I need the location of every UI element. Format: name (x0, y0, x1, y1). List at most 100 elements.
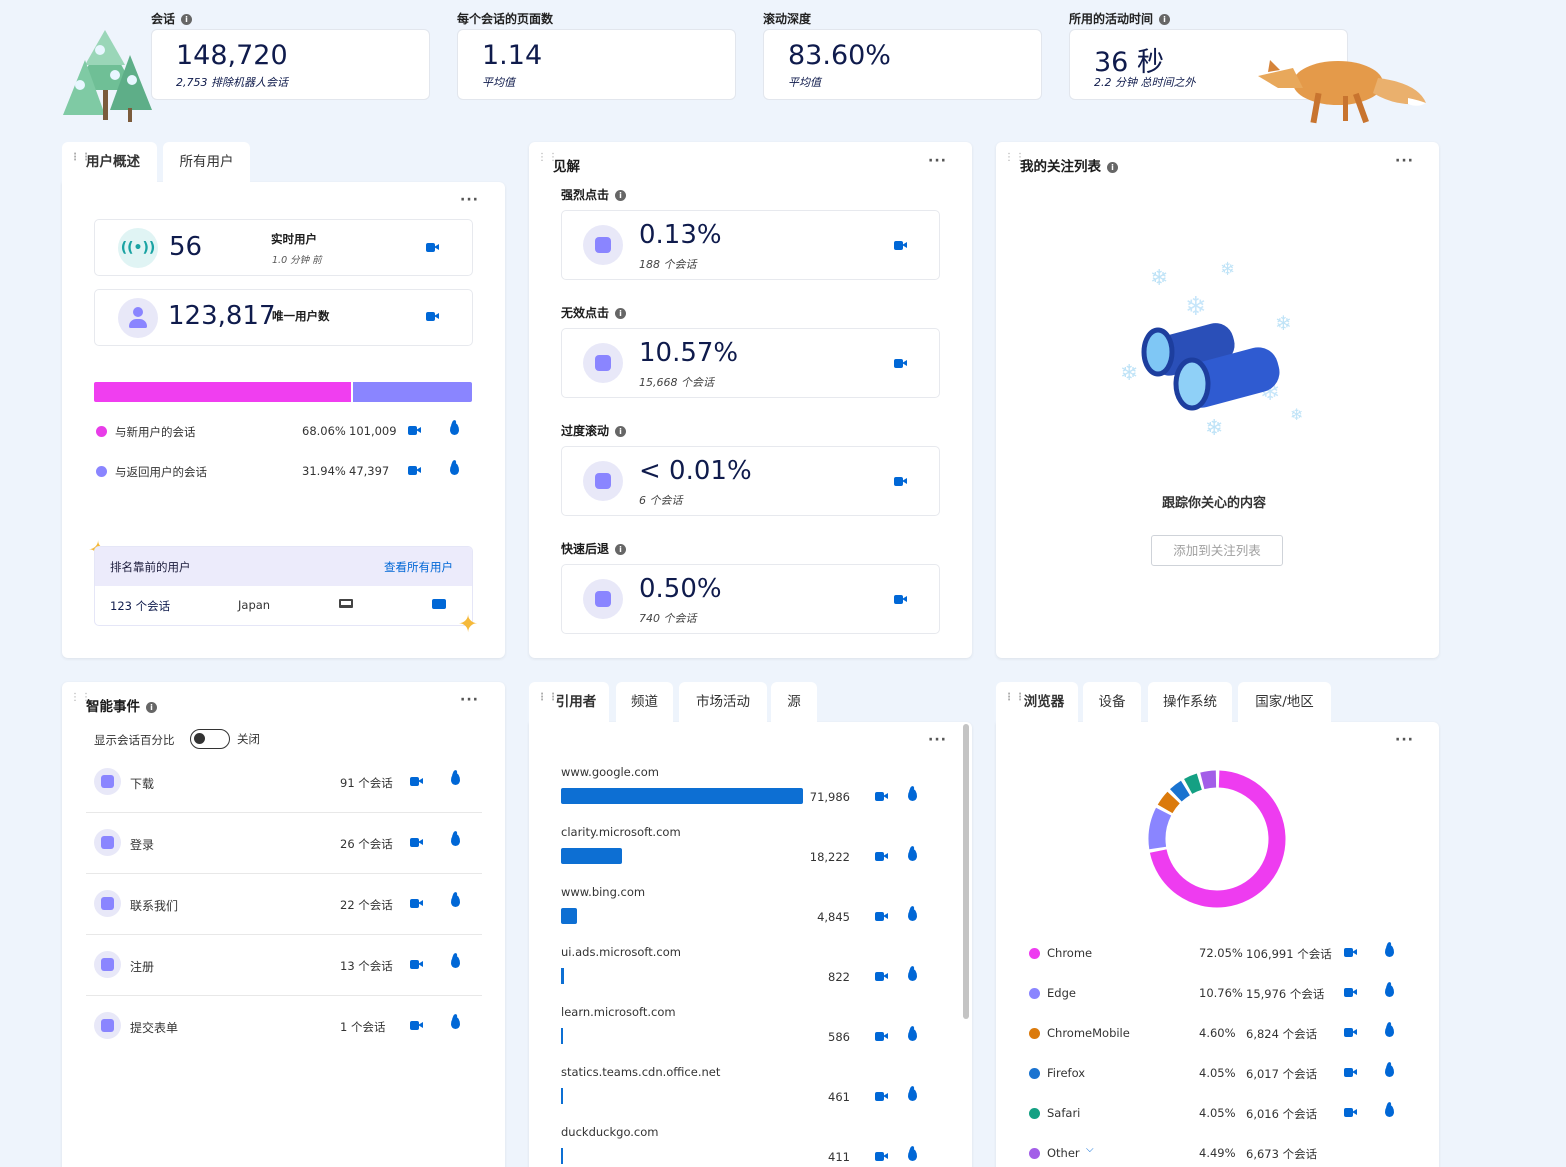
recording-icon[interactable] (1344, 988, 1357, 997)
info-icon[interactable]: i (615, 544, 627, 555)
top-user-sessions[interactable]: 123 个会话 (110, 599, 171, 613)
tab-sources[interactable]: 源 (771, 682, 817, 722)
heatmap-icon[interactable] (451, 773, 460, 785)
drag-handle-icon[interactable]: ⋮⋮ (537, 153, 558, 168)
recording-icon[interactable] (408, 426, 421, 435)
referrer-domain[interactable]: learn.microsoft.com (561, 1005, 676, 1019)
add-to-watchlist-button[interactable]: 添加到关注列表 (1151, 535, 1283, 566)
heatmap-icon[interactable] (1385, 945, 1394, 957)
recording-icon[interactable] (875, 972, 888, 981)
recording-icon[interactable] (410, 899, 423, 908)
browser-name[interactable]: Firefox (1047, 1066, 1086, 1080)
info-icon[interactable]: i (181, 14, 193, 25)
percentage-toggle[interactable] (190, 729, 230, 749)
referrer-bar[interactable] (561, 908, 578, 924)
event-label[interactable]: 登录 (130, 838, 155, 852)
heatmap-icon[interactable] (1385, 1105, 1394, 1117)
referrer-domain[interactable]: statics.teams.cdn.office.net (561, 1065, 721, 1079)
info-icon[interactable]: i (146, 701, 157, 713)
event-label[interactable]: 注册 (130, 960, 155, 974)
more-options-icon[interactable]: ··· (928, 153, 947, 169)
recording-icon[interactable] (1344, 1028, 1357, 1037)
referrer-bar[interactable] (561, 968, 564, 984)
browser-name[interactable]: Edge (1047, 986, 1076, 1000)
recording-icon[interactable] (894, 595, 907, 604)
recording-icon[interactable] (410, 777, 423, 786)
donut-segment[interactable] (1170, 780, 1191, 802)
drag-handle-icon[interactable]: ⋮⋮ (1004, 692, 1026, 703)
browser-name[interactable]: Chrome (1047, 946, 1093, 960)
more-options-icon[interactable]: ··· (460, 692, 479, 708)
heatmap-icon[interactable] (451, 1017, 460, 1029)
heatmap-icon[interactable] (451, 956, 460, 968)
heatmap-icon[interactable] (1385, 1065, 1394, 1077)
event-label[interactable]: 联系我们 (130, 899, 179, 913)
recording-icon[interactable] (410, 1021, 423, 1030)
referrer-domain[interactable]: duckduckgo.com (561, 1125, 659, 1139)
recording-icon[interactable] (408, 466, 421, 475)
chevron-down-icon[interactable]: ⌵ (1086, 1144, 1094, 1155)
scrollbar[interactable] (963, 724, 969, 1019)
browser-name[interactable]: ChromeMobile (1047, 1026, 1130, 1040)
recording-icon[interactable] (894, 359, 907, 368)
heatmap-icon[interactable] (450, 463, 459, 475)
donut-segment[interactable] (1149, 770, 1286, 908)
more-options-icon[interactable]: ··· (928, 732, 947, 748)
heatmap-icon[interactable] (908, 1089, 917, 1101)
more-options-icon[interactable]: ··· (460, 192, 479, 208)
insight-box[interactable] (561, 564, 940, 634)
recording-icon[interactable] (1344, 1108, 1357, 1117)
recording-icon[interactable] (426, 243, 439, 252)
referrer-bar[interactable] (561, 788, 803, 804)
browser-name[interactable]: Other (1047, 1146, 1080, 1160)
donut-segment[interactable] (1157, 791, 1180, 814)
donut-segment[interactable] (1184, 773, 1202, 794)
recording-icon[interactable] (875, 792, 888, 801)
referrer-domain[interactable]: clarity.microsoft.com (561, 825, 681, 839)
heatmap-icon[interactable] (908, 849, 917, 861)
tab-campaigns[interactable]: 市场活动 (679, 682, 767, 722)
tab-channels[interactable]: 频道 (616, 682, 673, 722)
user-card-icon[interactable] (432, 599, 446, 609)
heatmap-icon[interactable] (451, 834, 460, 846)
recording-icon[interactable] (875, 1152, 888, 1161)
donut-segment[interactable] (1148, 807, 1172, 850)
heatmap-icon[interactable] (908, 969, 917, 981)
tab-browser[interactable]: ⋮⋮ 浏览器 (996, 682, 1078, 722)
referrer-bar[interactable] (561, 1148, 563, 1164)
referrer-bar[interactable] (561, 848, 623, 864)
recording-icon[interactable] (875, 912, 888, 921)
heatmap-icon[interactable] (908, 789, 917, 801)
view-all-users-link[interactable]: 查看所有用户 (384, 560, 453, 574)
drag-handle-icon[interactable]: ⋮⋮ (537, 692, 559, 703)
referrer-domain[interactable]: www.bing.com (561, 885, 646, 899)
insight-box[interactable] (561, 328, 940, 398)
tab-os[interactable]: 操作系统 (1148, 682, 1232, 722)
kpi-card[interactable]: 83.60% 平均值 (763, 29, 1042, 100)
info-icon[interactable]: i (615, 190, 627, 201)
recording-icon[interactable] (875, 1092, 888, 1101)
referrer-bar[interactable] (561, 1028, 563, 1044)
tab-user-overview[interactable]: ⋮⋮ 用户概述 (62, 142, 157, 182)
donut-segment[interactable] (1200, 770, 1217, 790)
more-options-icon[interactable]: ··· (1395, 153, 1414, 169)
recording-icon[interactable] (894, 477, 907, 486)
insight-box[interactable] (561, 210, 940, 280)
info-icon[interactable]: i (615, 426, 627, 437)
returning-users-segment[interactable] (353, 382, 472, 402)
tab-referrers[interactable]: ⋮⋮ 引用者 (529, 682, 609, 722)
heatmap-icon[interactable] (908, 1149, 917, 1161)
heatmap-icon[interactable] (450, 423, 459, 435)
tab-all-users[interactable]: 所有用户 (163, 142, 250, 182)
recording-icon[interactable] (426, 312, 439, 321)
recording-icon[interactable] (410, 838, 423, 847)
info-icon[interactable]: i (1107, 161, 1118, 173)
kpi-card[interactable]: 148,720 2,753 排除机器人会话 (151, 29, 430, 100)
recording-icon[interactable] (894, 241, 907, 250)
event-label[interactable]: 下载 (130, 777, 155, 791)
drag-handle-icon[interactable]: ⋮⋮ (70, 152, 92, 163)
heatmap-icon[interactable] (1385, 1025, 1394, 1037)
recording-icon[interactable] (875, 1032, 888, 1041)
referrer-domain[interactable]: ui.ads.microsoft.com (561, 945, 681, 959)
heatmap-icon[interactable] (1385, 985, 1394, 997)
